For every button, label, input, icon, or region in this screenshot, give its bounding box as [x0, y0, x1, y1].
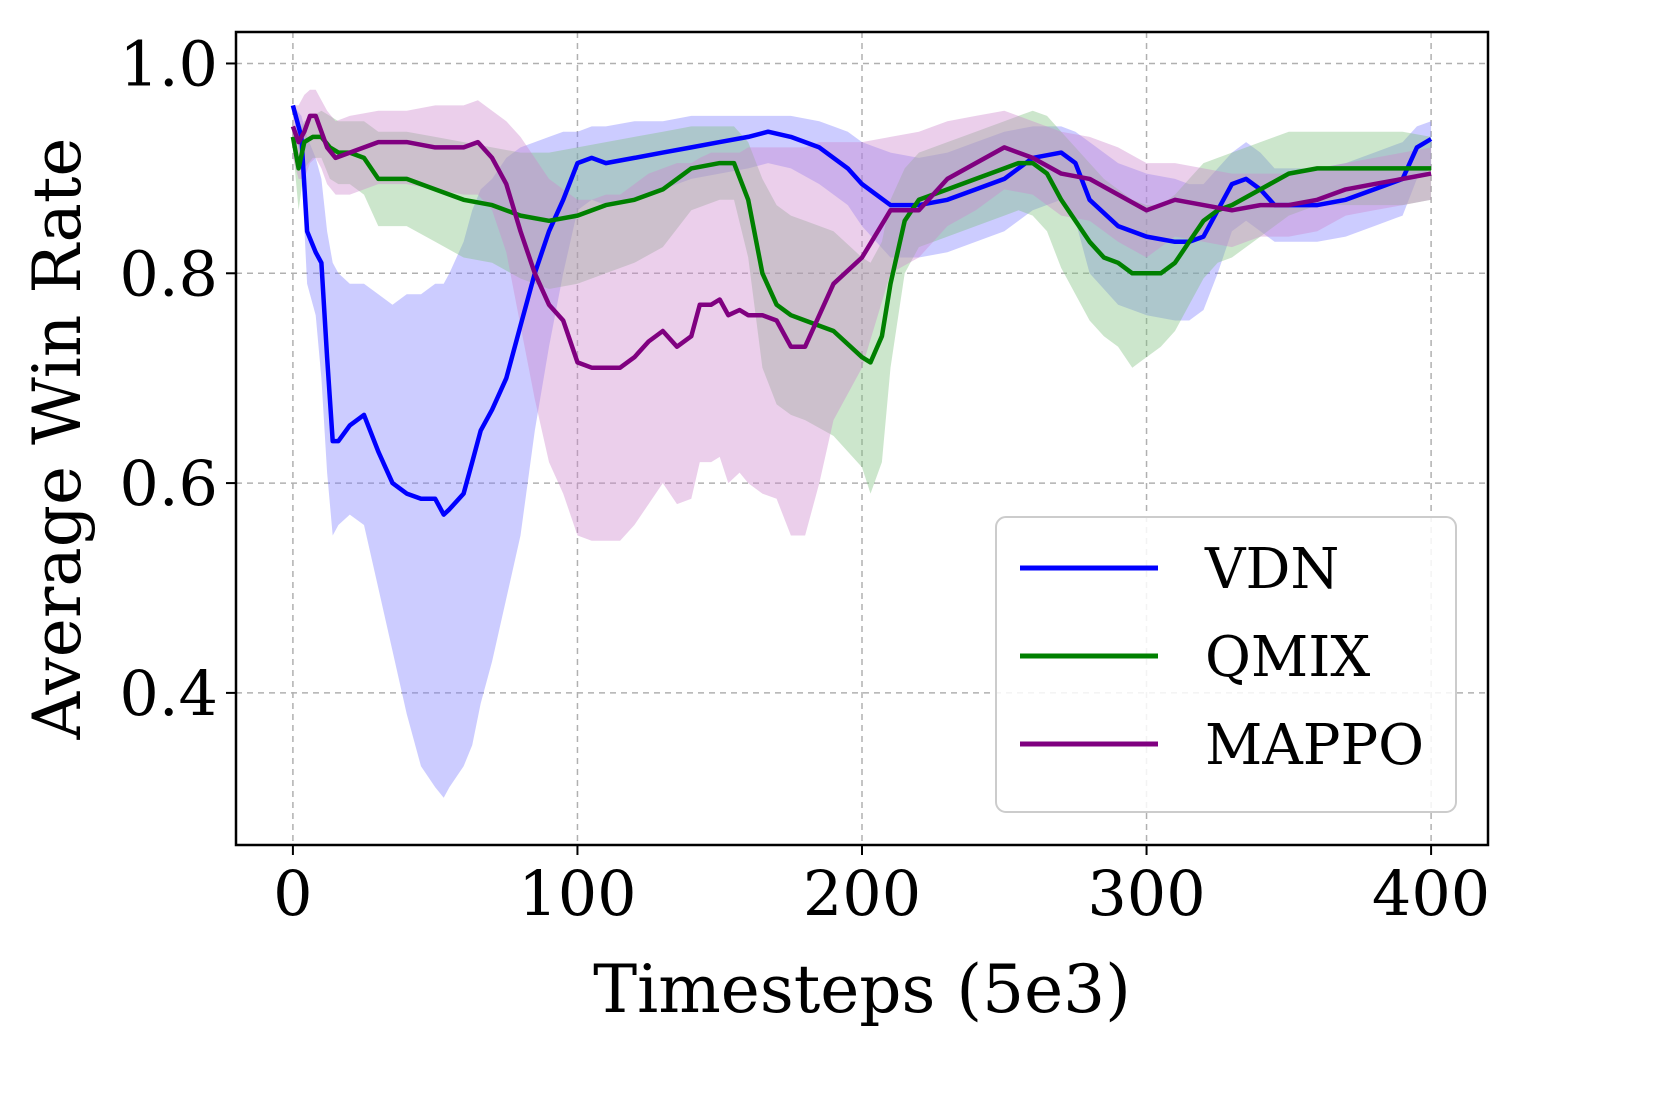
series-lines — [290, 104, 1433, 517]
line-mappo — [290, 113, 1432, 370]
line-qmix — [290, 134, 1432, 365]
x-axis-label: Timesteps (5e3) — [593, 951, 1131, 1028]
x-tick-label: 200 — [803, 857, 921, 930]
y-tick-label: 0.6 — [119, 447, 218, 520]
x-tick-label: 0 — [273, 857, 312, 930]
y-tick-label: 1.0 — [119, 27, 218, 100]
band-vdn — [292, 105, 1432, 798]
legend-box — [995, 516, 1457, 813]
legend-label-qmix: QMIX — [1205, 625, 1370, 690]
x-tick-label: 100 — [518, 857, 636, 930]
x-tick-label: 300 — [1087, 857, 1205, 930]
x-tick-label: 400 — [1372, 857, 1490, 930]
band-qmix — [292, 110, 1432, 494]
y-tick-label: 0.4 — [119, 657, 218, 730]
legend: VDN QMIX MAPPO — [995, 516, 1457, 813]
legend-label-vdn: VDN — [1204, 537, 1339, 602]
confidence-bands — [292, 89, 1432, 798]
y-tick-label: 0.8 — [119, 237, 218, 310]
y-axis-label: Average Win Rate — [19, 138, 96, 741]
axis-ticks: 0 100 200 300 400 0.4 0.6 0.8 1.0 — [119, 27, 1490, 930]
legend-label-mappo: MAPPO — [1205, 713, 1424, 778]
band-mappo — [292, 89, 1432, 541]
